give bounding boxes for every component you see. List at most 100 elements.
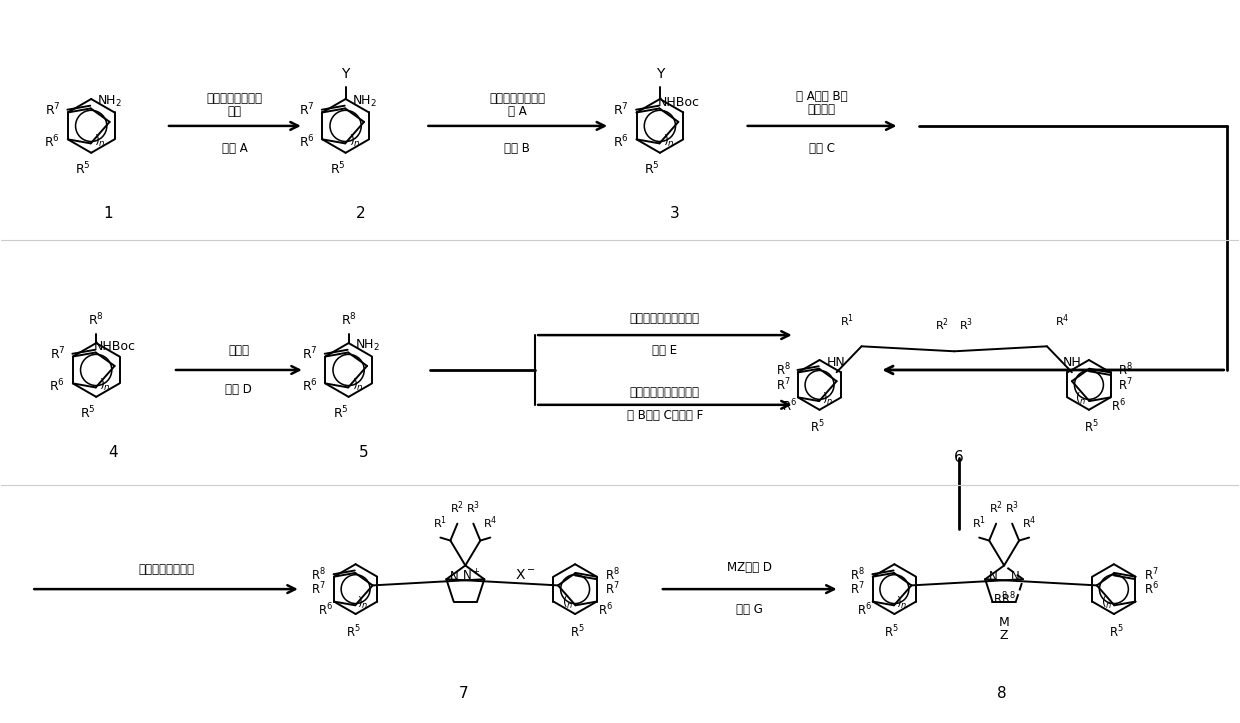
Text: R$^6$: R$^6$ xyxy=(782,398,797,414)
Text: 溶剂 B: 溶剂 B xyxy=(505,142,531,155)
Text: 二碳酸二叔丁酯，: 二碳酸二叔丁酯， xyxy=(490,92,546,105)
Text: N$^+$: N$^+$ xyxy=(461,568,480,584)
Text: R$^7$: R$^7$ xyxy=(45,102,61,119)
Text: 5: 5 xyxy=(358,445,368,460)
Text: 2: 2 xyxy=(356,206,366,221)
Text: R$^3$: R$^3$ xyxy=(466,499,480,515)
Text: 氯硫烷: 氯硫烷 xyxy=(228,343,249,356)
Text: R$^5$: R$^5$ xyxy=(570,624,585,641)
Text: $)_n$: $)_n$ xyxy=(352,377,363,393)
Text: R$^7$: R$^7$ xyxy=(1117,377,1132,393)
Text: 溶剂 C: 溶剂 C xyxy=(808,142,835,155)
Text: R$^8$: R$^8$ xyxy=(1117,362,1132,379)
Text: N: N xyxy=(450,570,459,583)
Text: N: N xyxy=(1011,570,1019,583)
Text: R$^8$: R$^8$ xyxy=(88,312,104,328)
Text: 溶剂 D: 溶剂 D xyxy=(226,383,252,396)
Text: R$^6$: R$^6$ xyxy=(319,602,334,619)
Text: R$^8$: R$^8$ xyxy=(993,591,1008,607)
Text: R$^3$: R$^3$ xyxy=(1006,499,1019,515)
Text: R$^7$: R$^7$ xyxy=(776,377,791,393)
Text: 溶剂 E: 溶剂 E xyxy=(652,343,677,356)
Text: R$^8$: R$^8$ xyxy=(776,362,791,379)
Text: R$^8$: R$^8$ xyxy=(849,566,864,583)
Text: R$^4$: R$^4$ xyxy=(1022,514,1037,531)
Text: 嵏素: 嵏素 xyxy=(228,106,242,119)
Text: R$^8$: R$^8$ xyxy=(605,566,620,583)
Text: $)_n$: $)_n$ xyxy=(94,133,107,150)
Text: NHBoc: NHBoc xyxy=(93,340,135,353)
Text: 8: 8 xyxy=(997,686,1007,701)
Text: R$^5$: R$^5$ xyxy=(346,624,361,641)
Text: 钒 B，碘 C，溶剂 F: 钒 B，碘 C，溶剂 F xyxy=(626,409,703,422)
Text: MZ，碘 D: MZ，碘 D xyxy=(727,561,773,574)
Text: 溶剂 A: 溶剂 A xyxy=(222,142,248,155)
Text: NHBoc: NHBoc xyxy=(657,96,699,109)
Text: NH$_2$: NH$_2$ xyxy=(355,338,379,353)
Text: $)_n$: $)_n$ xyxy=(99,377,112,393)
Text: R$^7$: R$^7$ xyxy=(299,102,315,119)
Text: R$^6$: R$^6$ xyxy=(857,602,872,619)
Text: 3: 3 xyxy=(670,206,680,221)
Text: $)_n$: $)_n$ xyxy=(895,596,908,612)
Text: $(_n$: $(_n$ xyxy=(1075,391,1086,407)
Text: R$^1$: R$^1$ xyxy=(972,514,986,531)
Text: R$^7$: R$^7$ xyxy=(605,581,620,597)
Text: 方法二：邻二嵏代芳烃: 方法二：邻二嵏代芳烃 xyxy=(630,386,699,399)
Text: R$^8$: R$^8$ xyxy=(311,566,326,583)
Text: NH$_2$: NH$_2$ xyxy=(97,94,122,109)
Text: R$^1$: R$^1$ xyxy=(839,313,853,330)
Text: R$^7$: R$^7$ xyxy=(303,346,317,363)
Text: R$^5$: R$^5$ xyxy=(810,419,825,435)
Text: 钒 A，碘 B，: 钒 A，碘 B， xyxy=(796,90,847,103)
Text: R$^6$: R$^6$ xyxy=(598,602,613,619)
Text: R$^7$: R$^7$ xyxy=(311,581,326,597)
Text: R$^6$: R$^6$ xyxy=(613,133,629,150)
Text: R$^2$: R$^2$ xyxy=(990,499,1003,515)
Text: M: M xyxy=(998,617,1009,630)
Text: R$^5$: R$^5$ xyxy=(76,161,91,177)
Text: R$^7$: R$^7$ xyxy=(614,102,629,119)
Text: Y: Y xyxy=(341,67,350,81)
Text: Z: Z xyxy=(999,630,1008,643)
Text: N: N xyxy=(990,570,998,583)
Text: R$^5$: R$^5$ xyxy=(332,405,348,422)
Text: R$^5$: R$^5$ xyxy=(81,405,95,422)
Text: $(_n$: $(_n$ xyxy=(562,596,574,612)
Text: 7: 7 xyxy=(459,686,469,701)
Text: R$^3$: R$^3$ xyxy=(960,317,973,333)
Text: R$^7$: R$^7$ xyxy=(849,581,864,597)
Text: 1: 1 xyxy=(103,206,113,221)
Text: $)_n$: $)_n$ xyxy=(822,391,833,407)
Text: R$^4$: R$^4$ xyxy=(1055,313,1069,330)
Text: R$^8$: R$^8$ xyxy=(341,312,357,328)
Text: R$^6$: R$^6$ xyxy=(50,377,66,394)
Text: R$^8$: R$^8$ xyxy=(1001,591,1016,607)
Text: 溶剂 G: 溶剂 G xyxy=(737,602,763,615)
Text: R$^6$: R$^6$ xyxy=(1111,398,1126,414)
Text: 碘 A: 碘 A xyxy=(508,106,527,119)
Text: $)_n$: $)_n$ xyxy=(663,133,675,150)
Text: R$^7$: R$^7$ xyxy=(1143,566,1158,583)
Text: Y: Y xyxy=(656,67,665,81)
Text: $(_n$: $(_n$ xyxy=(1101,596,1112,612)
Text: 芳基碗酸: 芳基碗酸 xyxy=(807,103,836,116)
Text: R$^6$: R$^6$ xyxy=(301,377,317,394)
Text: HN: HN xyxy=(827,356,846,369)
Text: R$^6$: R$^6$ xyxy=(45,133,61,150)
Text: $)_n$: $)_n$ xyxy=(348,133,361,150)
Text: R$^5$: R$^5$ xyxy=(884,624,899,641)
Text: 4: 4 xyxy=(108,445,118,460)
Text: R$^7$: R$^7$ xyxy=(50,346,66,363)
Text: R$^2$: R$^2$ xyxy=(450,499,464,515)
Text: $)_n$: $)_n$ xyxy=(357,596,368,612)
Text: R$^5$: R$^5$ xyxy=(1084,419,1099,435)
Text: NH: NH xyxy=(1063,356,1081,369)
Text: 原甲酸酯，无机酸: 原甲酸酯，无机酸 xyxy=(138,562,193,576)
Text: 方法一：邻二嵏代烷烃: 方法一：邻二嵏代烷烃 xyxy=(630,312,699,325)
Text: R$^6$: R$^6$ xyxy=(299,133,315,150)
Text: NH$_2$: NH$_2$ xyxy=(352,94,377,109)
Text: 6: 6 xyxy=(955,450,965,465)
Text: R$^2$: R$^2$ xyxy=(935,317,950,333)
Text: R$^4$: R$^4$ xyxy=(484,514,497,531)
